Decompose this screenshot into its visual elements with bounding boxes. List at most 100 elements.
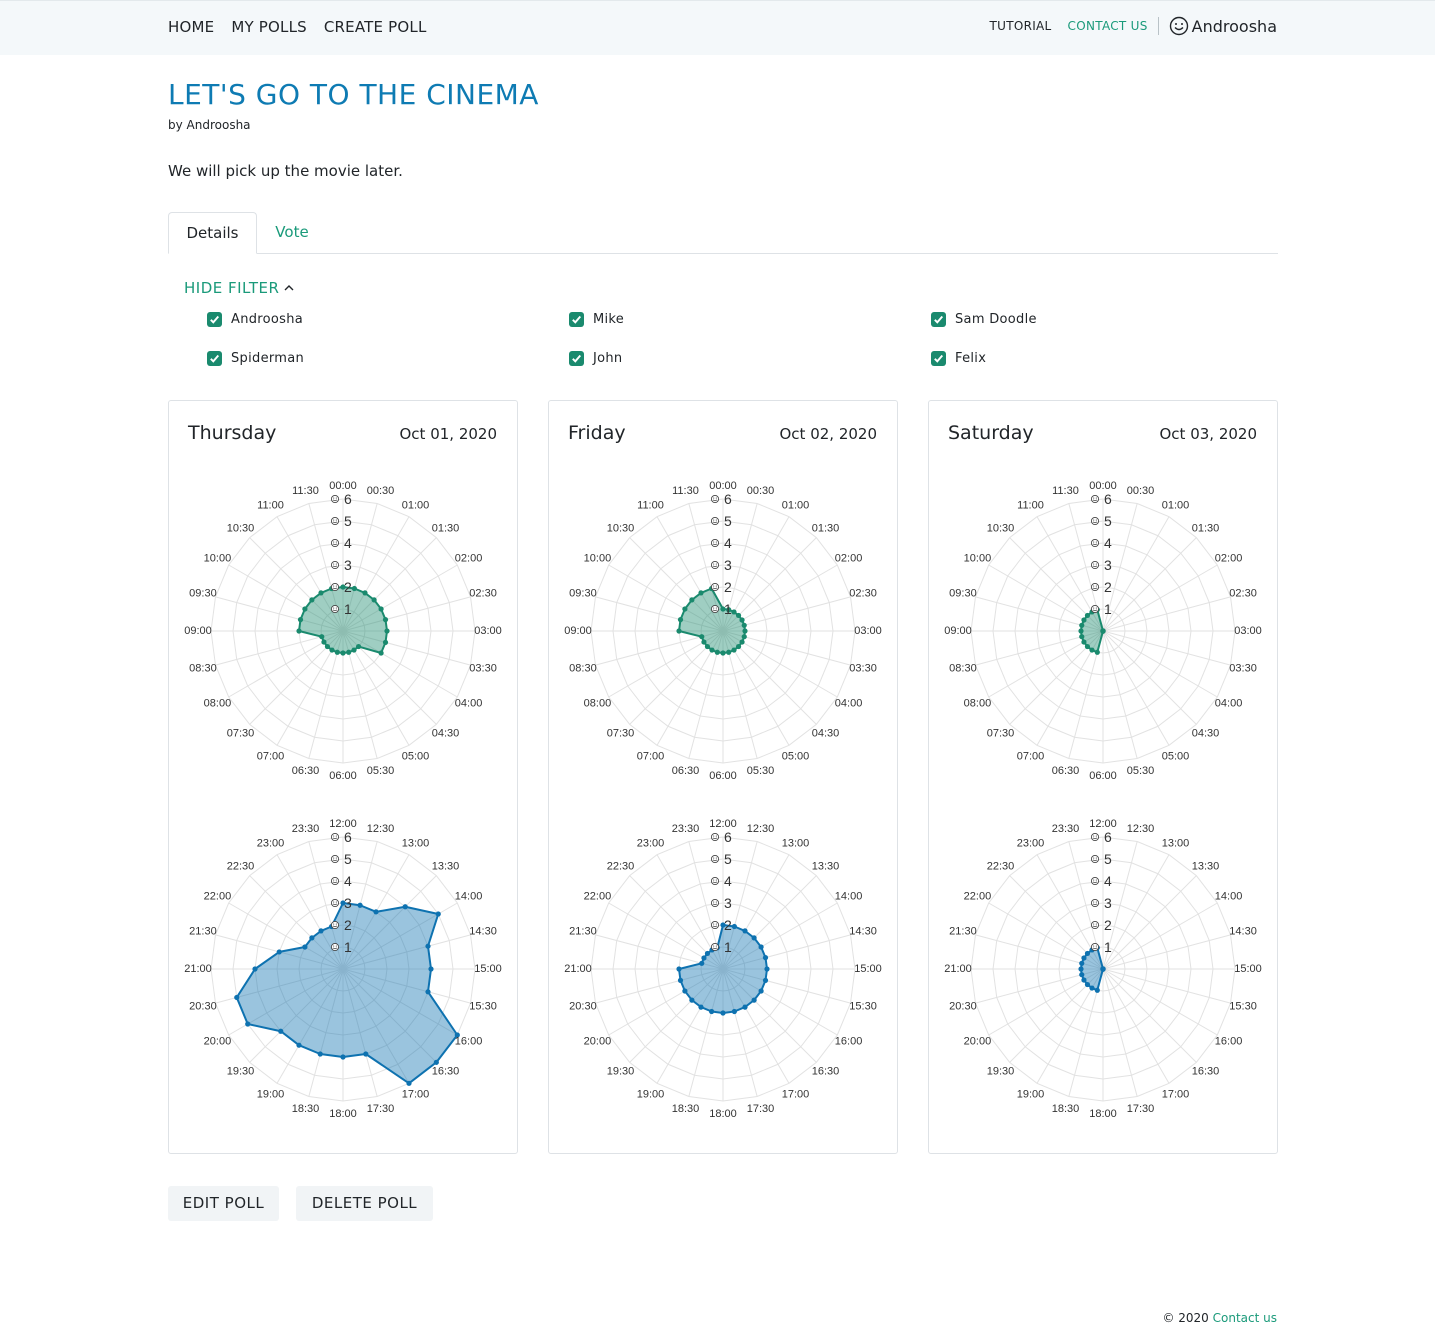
- radar-point[interactable]: [1079, 634, 1085, 640]
- radar-point[interactable]: [726, 649, 732, 655]
- radar-point[interactable]: [1078, 628, 1084, 634]
- radar-point[interactable]: [1094, 649, 1100, 655]
- radar-point[interactable]: [698, 590, 704, 596]
- radar-point[interactable]: [704, 950, 711, 957]
- radar-point[interactable]: [676, 628, 682, 634]
- radar-point[interactable]: [701, 955, 707, 961]
- radar-point[interactable]: [742, 928, 748, 934]
- radar-point[interactable]: [346, 649, 352, 655]
- radar-point[interactable]: [1084, 612, 1091, 619]
- radar-point[interactable]: [363, 1051, 369, 1057]
- radar-point[interactable]: [751, 935, 757, 941]
- radar-point[interactable]: [720, 650, 726, 656]
- radar-point[interactable]: [714, 649, 720, 655]
- radar-point[interactable]: [309, 597, 315, 603]
- user-menu[interactable]: Androosha: [1169, 16, 1277, 36]
- radar-point[interactable]: [682, 606, 688, 612]
- delete-poll-button[interactable]: DELETE POLL: [296, 1186, 433, 1221]
- radar-point[interactable]: [699, 960, 705, 966]
- radar-point[interactable]: [1089, 985, 1095, 991]
- radar-point[interactable]: [1084, 981, 1091, 988]
- radar-point[interactable]: [739, 617, 745, 623]
- radar-point[interactable]: [698, 1004, 704, 1010]
- radar-point[interactable]: [741, 622, 747, 628]
- radar-point[interactable]: [739, 639, 745, 645]
- radar-point[interactable]: [742, 1004, 748, 1010]
- radar-point[interactable]: [276, 949, 282, 955]
- radar-point[interactable]: [1081, 617, 1087, 623]
- filter-participant[interactable]: John: [569, 351, 622, 366]
- radar-point[interactable]: [699, 634, 705, 640]
- radar-point[interactable]: [245, 1021, 251, 1027]
- radar-point[interactable]: [731, 647, 737, 653]
- radar-point[interactable]: [689, 597, 695, 603]
- radar-point[interactable]: [340, 900, 346, 906]
- radar-point[interactable]: [433, 1059, 439, 1065]
- radar-point[interactable]: [1079, 960, 1085, 966]
- radar-point[interactable]: [428, 966, 434, 972]
- radar-point[interactable]: [454, 1032, 460, 1038]
- radar-point[interactable]: [351, 585, 357, 592]
- radar-point[interactable]: [762, 977, 769, 983]
- radar-point[interactable]: [764, 966, 770, 972]
- radar-point[interactable]: [1079, 972, 1085, 978]
- nav-create-poll-link[interactable]: CREATE POLL: [323, 18, 427, 36]
- radar-point[interactable]: [382, 617, 389, 623]
- radar-point[interactable]: [317, 1051, 323, 1057]
- radar-point[interactable]: [319, 634, 325, 640]
- radar-point[interactable]: [425, 943, 431, 949]
- radar-point[interactable]: [321, 639, 327, 645]
- radar-point[interactable]: [234, 994, 240, 1001]
- radar-point[interactable]: [735, 612, 742, 619]
- checkbox-checked-icon[interactable]: [931, 312, 946, 327]
- nav-tutorial-link[interactable]: TUTORIAL: [989, 19, 1052, 33]
- radar-point[interactable]: [371, 597, 377, 603]
- radar-point[interactable]: [720, 606, 726, 612]
- nav-contact-link[interactable]: CONTACT US: [1067, 19, 1148, 33]
- radar-point[interactable]: [676, 966, 682, 972]
- radar-point[interactable]: [742, 628, 748, 634]
- radar-point[interactable]: [1100, 628, 1106, 634]
- radar-point[interactable]: [1079, 622, 1085, 628]
- radar-point[interactable]: [296, 1042, 302, 1048]
- radar-point[interactable]: [682, 988, 688, 994]
- radar-point[interactable]: [373, 909, 379, 915]
- radar-point[interactable]: [1078, 966, 1084, 972]
- radar-point[interactable]: [689, 997, 695, 1003]
- radar-point[interactable]: [677, 617, 684, 623]
- radar-point[interactable]: [1084, 643, 1091, 650]
- checkbox-checked-icon[interactable]: [569, 312, 584, 327]
- radar-point[interactable]: [701, 639, 707, 645]
- radar-point[interactable]: [351, 647, 357, 653]
- radar-point[interactable]: [340, 1054, 346, 1060]
- radar-point[interactable]: [252, 966, 258, 972]
- radar-point[interactable]: [318, 590, 324, 596]
- radar-point[interactable]: [357, 902, 363, 908]
- tab-vote[interactable]: Vote: [275, 223, 309, 241]
- radar-point[interactable]: [402, 904, 408, 910]
- radar-point[interactable]: [309, 935, 315, 941]
- radar-point[interactable]: [709, 647, 715, 653]
- radar-point[interactable]: [302, 606, 308, 612]
- radar-point[interactable]: [731, 609, 737, 615]
- nav-my-polls-link[interactable]: MY POLLS: [231, 18, 307, 36]
- radar-point[interactable]: [677, 977, 684, 983]
- filter-participant[interactable]: Felix: [931, 351, 986, 366]
- radar-point[interactable]: [340, 584, 346, 590]
- radar-point[interactable]: [378, 650, 384, 656]
- radar-point[interactable]: [720, 922, 726, 928]
- radar-point[interactable]: [1100, 966, 1106, 972]
- checkbox-checked-icon[interactable]: [931, 351, 946, 366]
- radar-point[interactable]: [297, 617, 304, 623]
- radar-point[interactable]: [355, 643, 362, 650]
- radar-point[interactable]: [758, 944, 764, 950]
- radar-point[interactable]: [726, 607, 732, 613]
- radar-point[interactable]: [329, 647, 335, 653]
- radar-point[interactable]: [704, 643, 711, 650]
- hide-filter-toggle[interactable]: HIDE FILTER: [184, 279, 295, 297]
- radar-point[interactable]: [1081, 977, 1087, 983]
- radar-point[interactable]: [334, 649, 340, 655]
- radar-point[interactable]: [741, 634, 747, 640]
- radar-point[interactable]: [362, 590, 368, 596]
- footer-contact-link[interactable]: Contact us: [1212, 1311, 1277, 1325]
